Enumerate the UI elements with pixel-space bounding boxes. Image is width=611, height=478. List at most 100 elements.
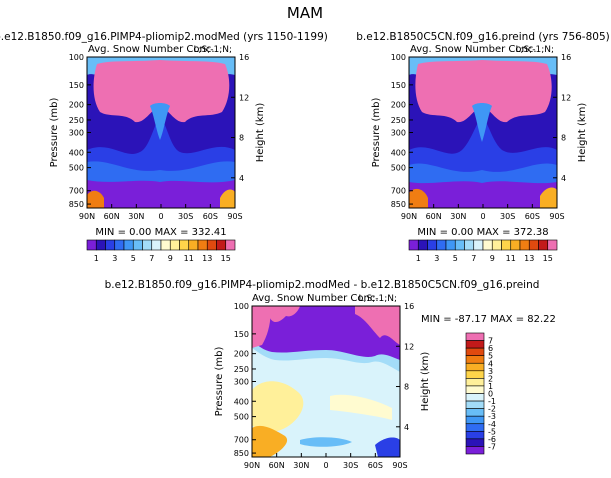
panel-2-ytick-label: 100 [391,53,406,62]
colorbar-label: 5 [453,254,458,263]
panel-1-y2label: Height (km) [255,103,266,163]
panel-3-contour-nh-max-2 [270,306,300,323]
panel-3-var-label: Avg. Snow Number Conc. [252,293,379,304]
colorbar-swatch [408,239,419,251]
panel-2-contour-equator [472,103,492,142]
panel-1-xtick-label: 60N [104,212,120,221]
panel-2-xtick-label: 30S [500,212,515,221]
colorbar-swatch [105,239,116,251]
colorbar-swatch [169,239,180,251]
figure-title: MAM [287,4,323,22]
panel-3-field [252,306,400,457]
colorbar-swatch [465,362,485,372]
colorbar-label: -6 [488,435,496,444]
colorbar-label: 5 [131,254,136,263]
panel-2-xtick-label: 0 [480,212,485,221]
colorbar-swatch [482,239,493,251]
panel-2-ytick-label: 250 [391,116,406,125]
panel-3-xtick-label: 90S [392,461,407,470]
colorbar-label: 5 [488,352,493,361]
colorbar-label: 3 [488,367,493,376]
panel-1-contour-boundary [87,180,235,208]
panel-3-contour-sh-positive [330,394,392,420]
colorbar-swatch [547,239,558,251]
colorbar-swatch [86,239,97,251]
colorbar-label: 9 [168,254,173,263]
panel-1-contour-max [93,60,230,123]
colorbar-swatch [465,400,485,409]
panel-2-ytick-label: 850 [391,200,406,209]
panel-3-ytick-label: 850 [234,449,249,458]
panel-1-units-label: L;S;-1;N; [193,45,232,55]
colorbar-swatch [197,239,208,251]
panel-3-ytick-label: 250 [234,365,249,374]
colorbar-swatch [538,239,549,251]
colorbar-swatch [464,239,475,251]
panel-2-ytick-label: 500 [391,164,406,173]
colorbar-swatch [132,239,143,251]
colorbar-label: 1 [94,254,99,263]
colorbar-left: 1 3 5 7 9 11 13 15 [86,239,236,263]
colorbar-label: -1 [488,397,496,406]
colorbar-swatch [427,239,438,251]
panel-1-xtick-label: 30N [128,212,144,221]
panel-1-ytick-label: 400 [69,148,84,157]
colorbar-swatch [179,239,190,251]
panel-1-xtick-label: 90S [227,212,242,221]
panel-3-xtick-label: 60S [368,461,383,470]
colorbar-label: 3 [112,254,117,263]
panel-1-ytick-label: 200 [69,101,84,110]
colorbar-label: 11 [506,254,516,263]
colorbar-swatch [510,239,521,251]
colorbar-label: 9 [490,254,495,263]
colorbar-label: 11 [184,254,194,263]
panel-1-y2tick-label: 8 [239,134,244,143]
panel-1-model-title: b.e12.B1850.f09_g16.PIMP4-pliomip2.modMe… [0,31,328,43]
colorbar-label: 1 [488,382,493,391]
panel-3-xtick-label: 30S [343,461,358,470]
panel-1-y2tick-label: 12 [239,93,249,102]
panel-2: b.e12.B1850C5CN.f09_g16.preind (yrs 756-… [356,31,609,238]
panel-3-y2tick-label: 16 [404,302,414,311]
panel-2-y2tick-label: 12 [561,93,571,102]
panel-3-contour-min [252,306,400,360]
panel-3-xtick-label: 60N [269,461,285,470]
colorbar-label: 13 [202,254,212,263]
panel-1-stats: MIN = 0.00 MAX = 332.41 [95,227,226,238]
colorbar-swatch [417,239,428,251]
panel-3-stats: MIN = -87.17 MAX = 82.22 [421,314,556,325]
colorbar-swatch [225,239,236,251]
colorbar-label: 15 [221,254,231,263]
panel-3-xtick-label: 30N [293,461,309,470]
panel-3-contour-sh-surface [375,437,400,457]
panel-1-ytick-label: 250 [69,116,84,125]
colorbar-swatch [206,239,217,251]
panel-3-ytick-label: 700 [234,436,249,445]
colorbar-swatch [501,239,512,251]
colorbar-label: 4 [488,359,493,368]
panel-3-model-title: b.e12.B1850.f09_g16.PIMP4-pliomip2.modMe… [105,279,540,291]
colorbar-swatch [95,239,106,251]
panel-3-y2tick-label: 8 [404,383,409,392]
panel-3-y2tick-label: 4 [404,423,409,432]
panel-1-ytick-label: 150 [69,81,84,90]
colorbar-swatch [123,239,134,251]
colorbar-swatch [465,438,485,447]
panel-3-units-label: L;S;-1;N; [358,294,397,304]
colorbar-swatch [491,239,502,251]
panel-3-contour-nh-max [252,306,271,348]
panel-3-ylabel: Pressure (mb) [214,347,225,417]
panel-2-stats: MIN = 0.00 MAX = 372.38 [417,227,548,238]
panel-2-units-label: L;S;-1;N; [515,45,554,55]
colorbar-swatch [436,239,447,251]
panel-2-contour-nh-surface [409,188,428,208]
panel-3-xtick-label: 0 [323,461,328,470]
colorbar-swatch [142,239,153,251]
panel-3-contour-equator-surface [300,437,352,447]
colorbar-swatch [473,239,484,251]
panel-1-xtick-label: 0 [158,212,163,221]
panel-2-model-title: b.e12.B1850C5CN.f09_g16.preind (yrs 756-… [356,31,609,43]
panel-3-contour-sh-max [355,306,400,345]
